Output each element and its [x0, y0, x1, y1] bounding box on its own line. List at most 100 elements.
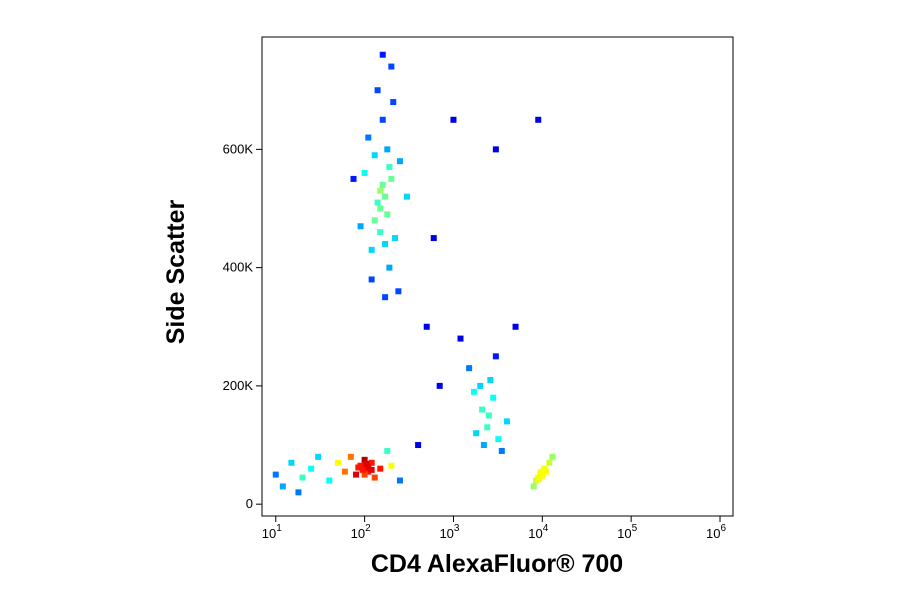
event-dot	[326, 477, 333, 484]
event-dot	[379, 116, 386, 123]
event-dot	[379, 181, 386, 188]
event-dot	[350, 175, 357, 182]
event-dot	[384, 146, 391, 153]
event-dot	[390, 99, 397, 106]
event-dot	[386, 164, 393, 171]
event-dot	[538, 468, 545, 475]
x-tick-base: 10	[351, 526, 365, 541]
event-dot	[365, 464, 372, 471]
event-dot	[363, 460, 370, 467]
event-dot	[355, 464, 362, 471]
event-dot	[377, 205, 384, 212]
event-dot	[382, 240, 389, 247]
x-tick-exponent: 4	[543, 523, 549, 534]
event-dot	[384, 447, 391, 454]
event-dot	[272, 471, 279, 478]
event-dot	[365, 134, 372, 141]
event-dot	[315, 453, 322, 460]
event-dot	[377, 465, 384, 472]
event-dot	[388, 63, 395, 70]
y-tick-label: 200K	[223, 378, 254, 393]
x-tick-base: 10	[706, 526, 720, 541]
event-dot	[371, 474, 378, 481]
event-dot	[288, 459, 295, 466]
event-dot	[359, 466, 366, 473]
x-tick-exponent: 5	[632, 523, 638, 534]
y-tick-label: 600K	[223, 141, 254, 156]
event-dot	[384, 211, 391, 218]
x-tick-exponent: 1	[276, 523, 282, 534]
event-dot	[368, 466, 375, 473]
event-dot	[423, 323, 430, 330]
x-tick-base: 10	[528, 526, 542, 541]
event-dot	[549, 453, 556, 460]
event-dot	[377, 187, 384, 194]
event-dot	[368, 246, 375, 253]
event-dot	[490, 394, 497, 401]
event-dot	[334, 459, 341, 466]
event-dot	[374, 87, 381, 94]
y-tick-label: 400K	[223, 260, 254, 275]
event-dot	[477, 382, 484, 389]
event-dot	[436, 382, 443, 389]
y-axis-label: Side Scatter	[162, 199, 190, 344]
event-dot	[430, 235, 437, 242]
event-dot	[512, 323, 519, 330]
event-dot	[539, 472, 546, 479]
x-tick-label: 102	[351, 523, 371, 541]
event-dot	[546, 459, 553, 466]
event-dot	[503, 418, 510, 425]
event-dot	[365, 468, 372, 475]
event-dot	[295, 489, 302, 496]
event-dot	[382, 294, 389, 301]
x-tick-label: 101	[262, 523, 282, 541]
event-dot	[361, 471, 368, 478]
event-dot	[357, 223, 364, 230]
event-dot	[457, 335, 464, 342]
x-tick-label: 104	[528, 523, 548, 541]
x-tick-base: 10	[617, 526, 631, 541]
event-dot	[396, 158, 403, 165]
event-dot	[382, 193, 389, 200]
x-tick-base: 10	[439, 526, 453, 541]
event-dot	[368, 276, 375, 283]
event-dot	[487, 376, 494, 383]
x-tick-exponent: 2	[365, 523, 371, 534]
event-dot	[279, 483, 286, 490]
event-dot	[396, 477, 403, 484]
event-dot	[484, 424, 491, 431]
event-dot	[492, 146, 499, 153]
event-dot	[368, 459, 375, 466]
event-dot	[371, 217, 378, 224]
x-tick-base: 10	[262, 526, 276, 541]
event-dot	[388, 462, 395, 469]
event-dot	[536, 476, 543, 483]
event-dot	[495, 436, 502, 443]
event-dot	[392, 235, 399, 242]
event-dot	[386, 264, 393, 271]
event-dot	[371, 152, 378, 159]
event-dot	[299, 474, 306, 481]
event-dot	[415, 442, 422, 449]
x-axis-label: CD4 AlexaFluor® 700	[371, 550, 623, 578]
event-dot	[361, 456, 368, 463]
event-dot	[341, 468, 348, 475]
event-dot	[308, 465, 315, 472]
event-dot	[498, 447, 505, 454]
event-dot	[466, 365, 473, 372]
event-dot	[485, 412, 492, 419]
event-dot	[404, 193, 411, 200]
y-tick-label: 0	[246, 496, 253, 511]
event-dot	[535, 116, 542, 123]
event-dot	[361, 170, 368, 177]
event-dot	[530, 483, 537, 490]
event-dot	[480, 442, 487, 449]
event-dot	[374, 199, 381, 206]
plot-frame	[261, 36, 734, 517]
event-dot	[470, 388, 477, 395]
event-dot	[395, 288, 402, 295]
x-tick-exponent: 3	[454, 523, 460, 534]
event-dot	[450, 116, 457, 123]
x-tick-label: 105	[617, 523, 637, 541]
